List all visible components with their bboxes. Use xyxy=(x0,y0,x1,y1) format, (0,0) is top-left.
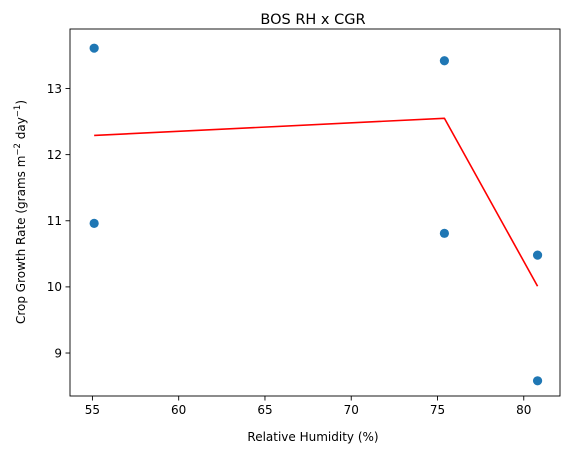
y-tick-label: 12 xyxy=(47,148,62,162)
y-axis: 9 10 11 12 13 xyxy=(47,82,70,361)
y-tick-label: 10 xyxy=(47,280,62,294)
scatter-point xyxy=(440,56,449,65)
scatter-point xyxy=(440,229,449,238)
scatter-point xyxy=(90,44,99,53)
fit-line xyxy=(94,118,537,286)
y-axis-label: Crop Growth Rate (grams m−2 day−1) xyxy=(13,100,28,324)
x-axis-label: Relative Humidity (%) xyxy=(247,430,378,444)
x-tick-label: 55 xyxy=(85,403,100,417)
x-tick-label: 75 xyxy=(430,403,445,417)
scatter-point xyxy=(533,251,542,260)
plot-area-frame xyxy=(70,29,560,396)
x-tick-label: 80 xyxy=(516,403,531,417)
y-tick-label: 9 xyxy=(54,346,62,360)
series-layer xyxy=(90,44,543,386)
x-tick-label: 70 xyxy=(344,403,359,417)
x-tick-label: 60 xyxy=(171,403,186,417)
scatter-point xyxy=(533,376,542,385)
scatter-point xyxy=(90,219,99,228)
y-tick-label: 11 xyxy=(47,214,62,228)
x-axis: 55 60 65 70 75 80 xyxy=(85,396,532,417)
y-tick-label: 13 xyxy=(47,82,62,96)
chart-title: BOS RH x CGR xyxy=(260,12,365,28)
x-tick-label: 65 xyxy=(257,403,272,417)
